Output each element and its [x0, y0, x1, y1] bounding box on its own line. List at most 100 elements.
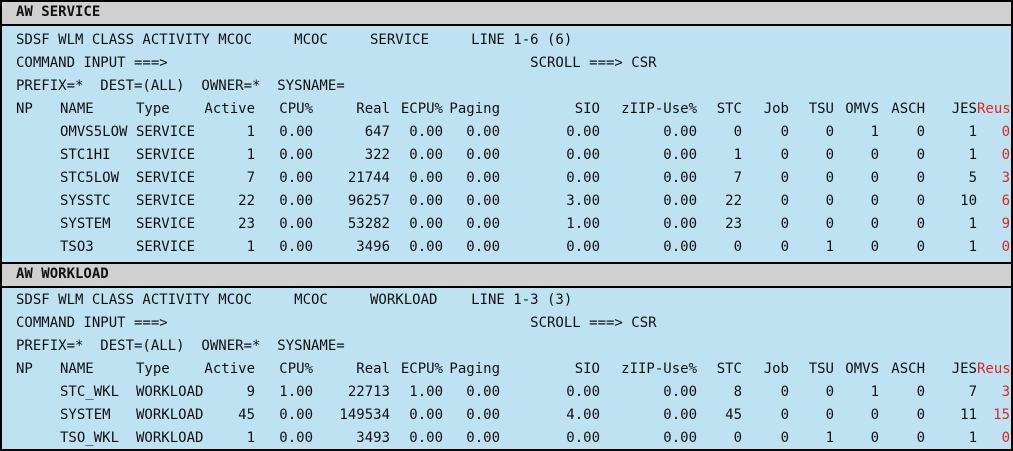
system-field-1: MCOC [218, 292, 252, 308]
status-line: SDSF WLM CLASS ACTIVITY MCOC MCOC SERVIC… [16, 29, 1011, 52]
cell-real: 3493 [356, 430, 390, 446]
sdsf-view-label: SDSF WLM CLASS ACTIVITY [16, 32, 210, 48]
cell-ecpu: 0.00 [409, 147, 443, 163]
col-reus: Reus [977, 101, 1011, 117]
scroll-label: SCROLL ===> [530, 55, 623, 71]
panel-aw-service: AW SERVICE SDSF WLM CLASS ACTIVITY MCOC … [2, 2, 1011, 262]
cell-name: STC_WKL [60, 384, 120, 400]
cell-ecpu: 0.00 [409, 170, 443, 186]
np-input-cell[interactable] [16, 144, 60, 167]
cell-cpu: 1.00 [279, 384, 313, 400]
cell-jes: 1 [968, 124, 977, 140]
cell-tsu: 1 [825, 239, 834, 255]
cell-omvs: 1 [870, 124, 879, 140]
cell-job: 0 [780, 384, 789, 400]
cell-ecpu: 0.00 [409, 124, 443, 140]
cell-name: STC5LOW [60, 170, 120, 186]
command-line: COMMAND INPUT ===> SCROLL ===> CSR [16, 312, 1011, 335]
cell-asch: 0 [916, 193, 925, 209]
col-type: Type [136, 101, 170, 117]
cell-ecpu: 0.00 [409, 430, 443, 446]
command-input[interactable] [176, 52, 496, 72]
cell-ecpu: 1.00 [409, 384, 443, 400]
table-row: SYSTEM SERVICE 23 0.00 53282 0.00 0.00 1… [16, 213, 1010, 236]
cell-name: SYSSTC [60, 193, 111, 209]
col-cpu: CPU% [279, 361, 313, 377]
cell-cpu: 0.00 [279, 407, 313, 423]
col-reus: Reus [977, 361, 1011, 377]
np-input-cell[interactable] [16, 404, 60, 427]
col-np: NP [16, 101, 33, 117]
sdsf-view-label: SDSF WLM CLASS ACTIVITY [16, 292, 210, 308]
cell-asch: 0 [916, 170, 925, 186]
cell-sio: 0.00 [566, 430, 600, 446]
col-ecpu: ECPU% [400, 361, 443, 377]
prefix-line: PREFIX=* DEST=(ALL) OWNER=* SYSNAME= [16, 335, 1011, 358]
np-input-cell[interactable] [16, 236, 60, 259]
scroll-value-field[interactable]: CSR [631, 315, 657, 331]
cell-omvs: 0 [870, 239, 879, 255]
cell-job: 0 [780, 193, 789, 209]
cell-tsu: 0 [825, 170, 834, 186]
cell-reus: 6 [1001, 193, 1010, 209]
status-line: SDSF WLM CLASS ACTIVITY MCOC MCOC WORKLO… [16, 289, 1011, 312]
cell-paging: 0.00 [466, 216, 500, 232]
table-row: TSO3 SERVICE 1 0.00 3496 0.00 0.00 0.00 … [16, 236, 1010, 259]
col-paging: Paging [449, 361, 500, 377]
command-input[interactable] [176, 312, 496, 332]
cell-real: 22713 [347, 384, 390, 400]
col-jes: JES [951, 101, 977, 117]
cell-omvs: 0 [870, 170, 879, 186]
cell-ziip-use: 0.00 [663, 170, 697, 186]
cell-real: 96257 [347, 193, 390, 209]
np-input-cell[interactable] [16, 381, 60, 404]
table-header-row: NP NAME Type Active CPU% Real ECPU% Pagi… [16, 358, 1011, 381]
cell-active: 45 [238, 407, 255, 423]
cell-tsu: 1 [825, 430, 834, 446]
np-input-cell[interactable] [16, 213, 60, 236]
cell-stc: 1 [733, 147, 742, 163]
cell-omvs: 0 [870, 147, 879, 163]
cell-real: 149534 [339, 407, 390, 423]
cell-paging: 0.00 [466, 239, 500, 255]
cell-ecpu: 0.00 [409, 193, 443, 209]
col-job: Job [763, 361, 789, 377]
col-stc: STC [716, 361, 742, 377]
command-input-label: COMMAND INPUT ===> [16, 55, 168, 71]
col-omvs: OMVS [845, 361, 879, 377]
cell-ziip-use: 0.00 [663, 216, 697, 232]
scroll-value-field[interactable]: CSR [631, 55, 657, 71]
cell-ecpu: 0.00 [409, 239, 443, 255]
cell-stc: 0 [733, 430, 742, 446]
cell-type: SERVICE [136, 239, 196, 255]
cell-sio: 0.00 [566, 124, 600, 140]
col-active: Active [204, 101, 255, 117]
np-input-cell[interactable] [16, 167, 60, 190]
cell-cpu: 0.00 [279, 193, 313, 209]
np-input-cell[interactable] [16, 121, 60, 144]
table-row: STC1HI SERVICE 1 0.00 322 0.00 0.00 0.00… [16, 144, 1010, 167]
command-input-label: COMMAND INPUT ===> [16, 315, 168, 331]
cell-omvs: 0 [870, 430, 879, 446]
col-sio: SIO [574, 101, 600, 117]
col-type: Type [136, 361, 170, 377]
cell-paging: 0.00 [466, 384, 500, 400]
panel-title-bar[interactable]: AW WORKLOAD [2, 262, 1011, 288]
cell-name: TSO3 [60, 239, 94, 255]
cell-type: SERVICE [136, 170, 196, 186]
col-tsu: TSU [808, 101, 834, 117]
panel-aw-workload: AW WORKLOAD SDSF WLM CLASS ACTIVITY MCOC… [2, 262, 1011, 449]
cell-paging: 0.00 [466, 147, 500, 163]
np-input-cell[interactable] [16, 190, 60, 213]
cell-reus: 0 [1001, 239, 1010, 255]
class-activity-table: NP NAME Type Active CPU% Real ECPU% Pagi… [16, 98, 1011, 259]
cell-tsu: 0 [825, 216, 834, 232]
cell-paging: 0.00 [466, 407, 500, 423]
np-input-cell[interactable] [16, 427, 60, 449]
cell-tsu: 0 [825, 193, 834, 209]
cell-active: 7 [246, 170, 255, 186]
cell-active: 1 [246, 239, 255, 255]
panel-body: SDSF WLM CLASS ACTIVITY MCOC MCOC WORKLO… [2, 288, 1011, 449]
panel-title: AW WORKLOAD [16, 266, 109, 282]
panel-title-bar[interactable]: AW SERVICE [2, 2, 1011, 26]
